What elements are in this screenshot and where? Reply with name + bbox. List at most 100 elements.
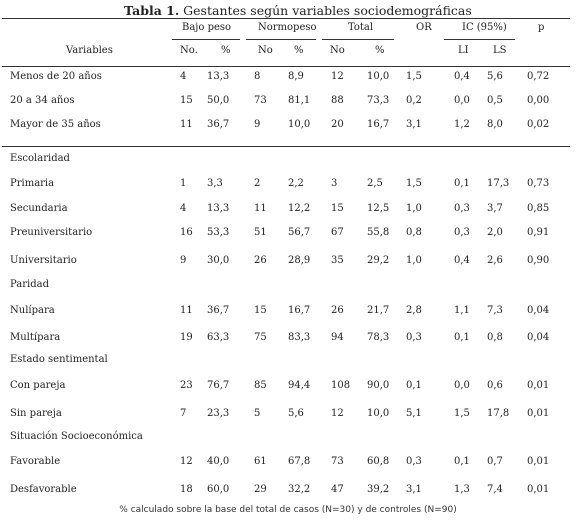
table-cell: 26 (331, 305, 344, 316)
table-cell: 17,8 (487, 408, 510, 419)
table-cell: 10,0 (367, 408, 390, 419)
table-cell: 20 (331, 119, 344, 130)
table-cell: 5,6 (487, 71, 503, 82)
table-cell: 16,7 (367, 119, 390, 130)
table-cell: 0,8 (487, 332, 503, 343)
table-cell: 0,91 (527, 227, 550, 238)
table-cell: 61 (254, 456, 267, 467)
table-cell: 0,3 (406, 456, 422, 467)
row-label: Mayor de 35 años (10, 119, 101, 130)
row-label: Secundaria (10, 203, 68, 214)
table-cell: 0,1 (454, 456, 470, 467)
row-label: Preuniversitario (10, 227, 93, 238)
row-label: 20 a 34 años (10, 95, 75, 106)
table-cell: 67 (331, 227, 344, 238)
table-cell: 0,90 (527, 255, 550, 266)
table-cell: 88 (331, 95, 344, 106)
table-cell: 0,4 (454, 255, 470, 266)
table-cell: 9 (254, 119, 261, 130)
table-cell: 60,8 (367, 456, 390, 467)
table-cell: 26 (254, 255, 267, 266)
table-cell: 76,7 (207, 380, 230, 391)
table-cell: 12 (331, 71, 344, 82)
table-cell: 15 (254, 305, 267, 316)
table-cell: 1,1 (454, 305, 470, 316)
row-label: Sin pareja (10, 408, 62, 419)
table-cell: 7 (180, 408, 187, 419)
col-sub-header: LI (458, 45, 469, 56)
table-cell: 11 (254, 203, 267, 214)
table-cell: 1 (180, 178, 187, 189)
table-cell: 75 (254, 332, 267, 343)
table-cell: 8,0 (487, 119, 503, 130)
table-cell: 51 (254, 227, 267, 238)
table-cell: 8,9 (288, 71, 304, 82)
col-group-header: Normopeso (258, 22, 317, 33)
table-cell: 21,7 (367, 305, 390, 316)
table-cell: 0,04 (527, 305, 550, 316)
row-label: Favorable (10, 456, 61, 467)
table-cell: 10,0 (288, 119, 311, 130)
table-cell: 2,2 (288, 178, 304, 189)
col-sub-header: % (375, 45, 385, 56)
row-label: Multípara (10, 332, 61, 343)
table-cell: 90,0 (367, 380, 390, 391)
table-cell: 53,3 (207, 227, 230, 238)
rule-subgroup (246, 39, 316, 40)
table-cell: 63,3 (207, 332, 230, 343)
table-cell: 11 (180, 119, 193, 130)
col-sub-header: No (330, 45, 345, 56)
col-sub-header: % (294, 45, 304, 56)
row-label: Nulípara (10, 305, 55, 316)
table-cell: 0,0 (454, 95, 470, 106)
rule-subgroup (444, 39, 515, 40)
row-label: Desfavorable (10, 484, 77, 495)
table-cell: 29 (254, 484, 267, 495)
row-label: Universitario (10, 255, 77, 266)
table-cell: 36,7 (207, 119, 230, 130)
col-group-header: IC (95%) (462, 22, 507, 33)
table-cell: 28,9 (288, 255, 311, 266)
table-cell: 0,01 (527, 380, 550, 391)
table-cell: 4 (180, 203, 187, 214)
table-cell: 73 (331, 456, 344, 467)
table-cell: 56,7 (288, 227, 311, 238)
table-cell: 2,0 (487, 227, 503, 238)
table-cell: 1,0 (406, 255, 422, 266)
table-cell: 0,5 (487, 95, 503, 106)
col-sub-header: No (258, 45, 273, 56)
section-heading: Estado sentimental (10, 354, 108, 365)
table-cell: 13,3 (207, 203, 230, 214)
table-cell: 23,3 (207, 408, 230, 419)
table-cell: 1,2 (454, 119, 470, 130)
row-label: Con pareja (10, 380, 66, 391)
table-cell: 0,1 (454, 178, 470, 189)
table-cell: 8 (254, 71, 261, 82)
col-group-header: p (538, 22, 545, 33)
table-cell: 94,4 (288, 380, 311, 391)
table-cell: 36,7 (207, 305, 230, 316)
table-cell: 1,5 (406, 71, 422, 82)
table-cell: 0,4 (454, 71, 470, 82)
table-cell: 2,6 (487, 255, 503, 266)
table-cell: 0,04 (527, 332, 550, 343)
col-group-header: Bajo peso (182, 22, 232, 33)
caption-text: Gestantes según variables sociodemográfi… (179, 3, 472, 18)
table-cell: 3,7 (487, 203, 503, 214)
table-cell: 16 (180, 227, 193, 238)
table-cell: 94 (331, 332, 344, 343)
table-cell: 11 (180, 305, 193, 316)
table-cell: 1,5 (406, 178, 422, 189)
table-cell: 2,8 (406, 305, 422, 316)
table-cell: 0,73 (527, 178, 550, 189)
col-variables-header: Variables (66, 45, 113, 56)
footnote: % calculado sobre la base del total de c… (119, 505, 457, 515)
table-cell: 13,3 (207, 71, 230, 82)
table-cell: 0,00 (527, 95, 550, 106)
table-cell: 0,02 (527, 119, 550, 130)
table-cell: 7,4 (487, 484, 503, 495)
rule-subgroup (322, 39, 394, 40)
table-cell: 12 (180, 456, 193, 467)
table-cell: 16,7 (288, 305, 311, 316)
table-cell: 5,6 (288, 408, 304, 419)
